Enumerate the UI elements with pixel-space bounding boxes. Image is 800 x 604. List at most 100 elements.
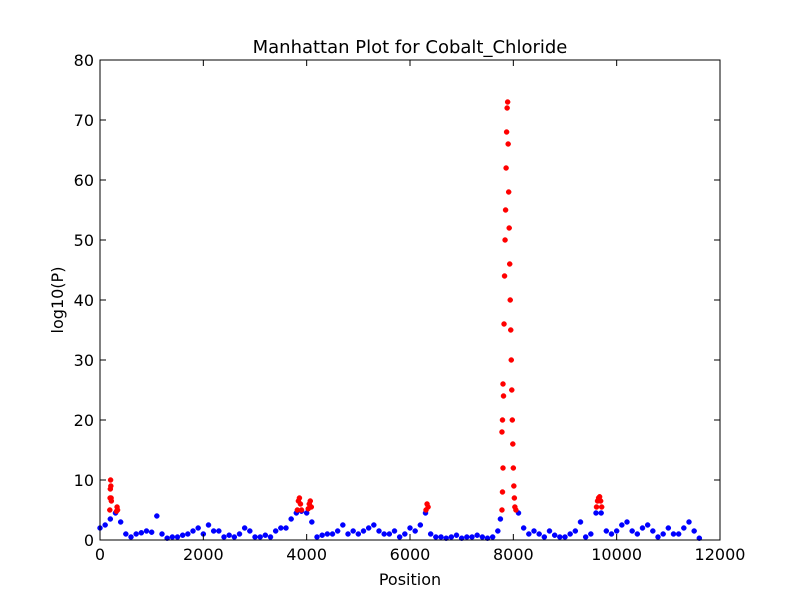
data-point: [505, 189, 512, 195]
data-point: [179, 532, 186, 538]
y-tick-label: 0: [84, 531, 94, 550]
data-point: [624, 519, 630, 525]
data-point: [509, 387, 515, 393]
data-point: [619, 522, 625, 528]
data-point: [185, 531, 191, 537]
data-point: [686, 519, 692, 525]
data-point: [593, 504, 600, 510]
data-point: [252, 534, 258, 540]
data-point: [138, 530, 145, 536]
data-point: [164, 535, 170, 541]
data-point: [484, 535, 491, 541]
data-point: [117, 519, 124, 525]
y-axis-label: log10(P): [48, 267, 67, 334]
x-tick-label: 4000: [286, 545, 327, 564]
data-point: [513, 507, 519, 513]
data-point: [479, 534, 486, 540]
y-tick-label: 20: [74, 411, 94, 430]
data-point: [681, 525, 687, 531]
data-point: [639, 525, 646, 531]
data-point: [608, 531, 615, 537]
data-point: [504, 105, 510, 111]
data-point: [360, 528, 367, 534]
data-point: [509, 417, 516, 423]
data-point: [598, 510, 604, 516]
data-point: [510, 465, 517, 471]
data-point: [391, 528, 398, 534]
data-point: [506, 261, 513, 267]
data-point: [495, 528, 501, 534]
data-point: [355, 531, 362, 537]
data-point: [593, 510, 599, 516]
x-tick-label: 10000: [591, 545, 642, 564]
data-point: [159, 531, 165, 537]
data-point: [210, 528, 217, 534]
data-point: [458, 535, 465, 541]
data-point: [278, 525, 284, 531]
data-point: [489, 534, 496, 540]
x-tick-label: 6000: [390, 545, 431, 564]
data-point: [133, 531, 139, 537]
data-point: [655, 534, 661, 540]
data-point: [107, 516, 114, 522]
data-point: [531, 528, 537, 534]
data-point: [241, 525, 248, 531]
data-point: [510, 441, 516, 447]
y-tick-label: 10: [74, 471, 94, 490]
data-point: [190, 528, 196, 534]
data-point: [557, 534, 563, 540]
data-point: [329, 531, 336, 537]
x-tick-label: 12000: [695, 545, 746, 564]
data-point: [562, 534, 568, 540]
data-point: [102, 522, 108, 528]
data-point: [257, 534, 263, 540]
data-point: [307, 498, 314, 504]
chart-title: Manhattan Plot for Cobalt_Chloride: [253, 37, 568, 58]
data-point: [386, 531, 393, 537]
data-point: [502, 207, 509, 213]
data-point: [503, 129, 510, 135]
data-point: [297, 501, 304, 507]
data-point: [154, 513, 160, 519]
data-point: [546, 528, 553, 534]
data-point: [267, 534, 274, 540]
data-point: [324, 531, 331, 537]
data-point: [283, 525, 289, 531]
data-point: [169, 534, 176, 540]
data-point: [345, 531, 351, 537]
data-point: [588, 531, 594, 537]
data-point: [501, 321, 507, 327]
data-point: [644, 522, 651, 528]
data-point: [298, 507, 305, 513]
data-point: [526, 531, 532, 537]
data-point: [296, 495, 303, 501]
data-point: [143, 528, 150, 534]
data-point: [148, 529, 155, 535]
data-point: [425, 504, 431, 510]
data-point: [114, 507, 121, 513]
data-point: [499, 507, 505, 513]
data-point: [508, 357, 515, 363]
y-tick-label: 80: [74, 51, 94, 70]
data-point: [427, 531, 434, 537]
data-point: [417, 522, 424, 528]
data-point: [231, 534, 238, 540]
data-point: [108, 498, 115, 504]
data-point: [448, 534, 455, 540]
x-tick-label: 2000: [183, 545, 224, 564]
data-point: [536, 531, 542, 537]
data-point: [107, 507, 113, 513]
data-point: [107, 477, 114, 483]
data-point: [499, 417, 506, 423]
data-point: [511, 483, 517, 489]
data-point: [603, 528, 610, 534]
data-point: [567, 531, 573, 537]
data-point: [598, 504, 605, 510]
data-point: [691, 528, 697, 534]
data-point: [572, 528, 579, 534]
data-point: [308, 504, 315, 510]
data-point: [334, 528, 341, 534]
data-point: [551, 532, 558, 538]
data-point: [309, 519, 315, 525]
data-point: [319, 532, 325, 538]
